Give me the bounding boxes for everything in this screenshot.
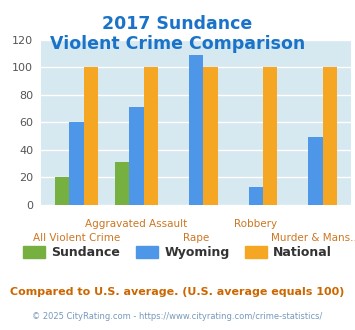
Text: © 2025 CityRating.com - https://www.cityrating.com/crime-statistics/: © 2025 CityRating.com - https://www.city…	[32, 312, 323, 321]
Bar	[308, 137, 323, 205]
Bar	[115, 162, 129, 205]
Text: Violent Crime Comparison: Violent Crime Comparison	[50, 35, 305, 53]
Bar	[203, 67, 218, 205]
Bar	[249, 187, 263, 205]
Bar	[323, 67, 337, 205]
Text: Murder & Mans...: Murder & Mans...	[271, 233, 355, 243]
Bar	[189, 55, 203, 205]
Bar	[55, 177, 70, 205]
Text: All Violent Crime: All Violent Crime	[33, 233, 120, 243]
Text: Rape: Rape	[183, 233, 209, 243]
Text: Aggravated Assault: Aggravated Assault	[85, 219, 187, 229]
Bar	[84, 67, 98, 205]
Text: 2017 Sundance: 2017 Sundance	[102, 15, 253, 33]
Bar	[70, 122, 84, 205]
Text: Compared to U.S. average. (U.S. average equals 100): Compared to U.S. average. (U.S. average …	[10, 287, 345, 297]
Text: Robbery: Robbery	[234, 219, 278, 229]
Legend: Sundance, Wyoming, National: Sundance, Wyoming, National	[18, 241, 337, 264]
Bar	[143, 67, 158, 205]
Bar	[129, 107, 143, 205]
Bar	[263, 67, 277, 205]
